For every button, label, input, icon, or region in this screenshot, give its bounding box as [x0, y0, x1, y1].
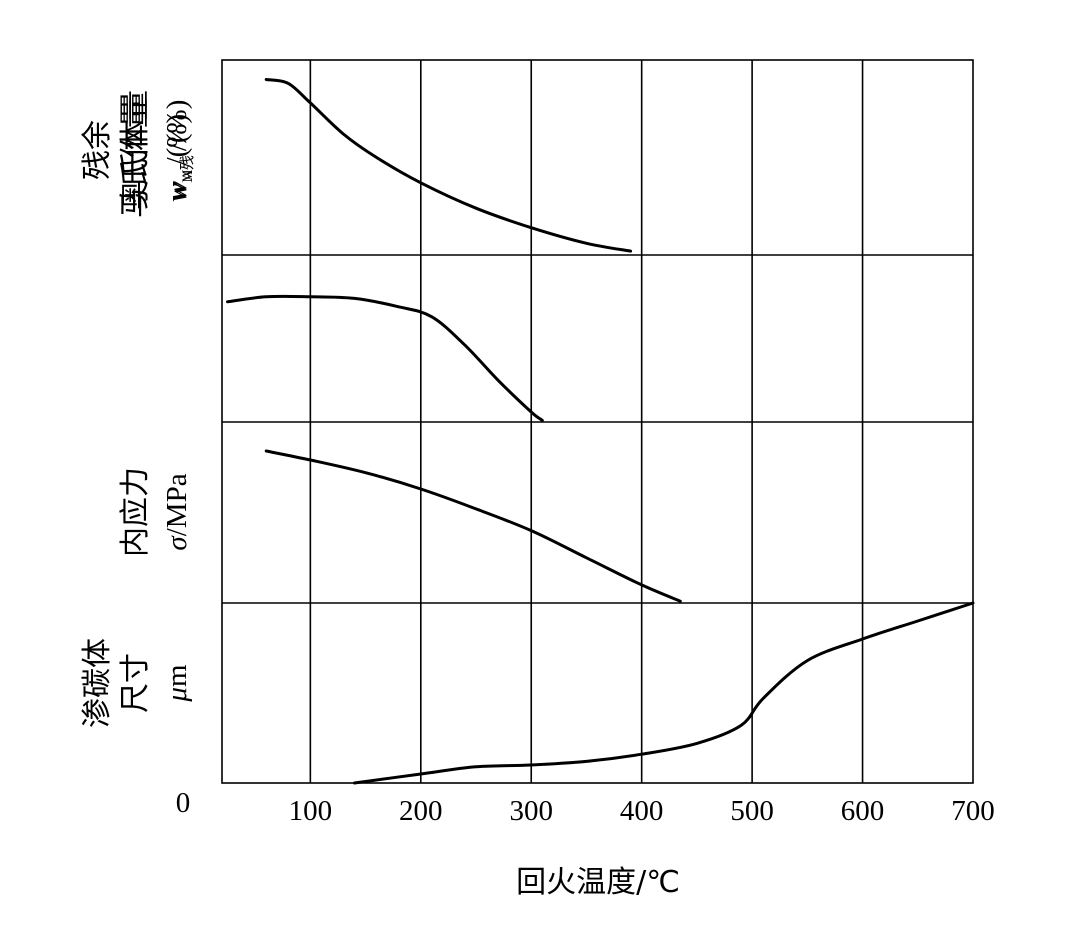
x-tick-label: 600	[841, 795, 885, 827]
ylabel-subscript: A残	[179, 155, 196, 181]
x-tick-label: 200	[399, 795, 443, 827]
retained-austenite-ylabel: 残余 奥氏体量 wA残/(%)	[80, 90, 196, 210]
retained-austenite-curve	[226, 294, 544, 422]
x-tick-label: 300	[509, 795, 553, 827]
ylabel-unit: wA残/(%)	[161, 100, 196, 201]
ylabel-line: 残余	[80, 120, 115, 180]
ylabel-line: 奥氏体量	[118, 90, 153, 210]
carbide-size-curve	[353, 601, 975, 785]
x-axis-title: 回火温度/℃	[516, 865, 680, 900]
ylabel-line: 渗碳体	[80, 638, 115, 728]
ylabel-unit: σ/MPa	[161, 473, 193, 550]
zero-label: 0	[176, 787, 191, 819]
labels: 100 200 300 400 500 600 700 0 马氏体量 wM /(%) 残余 奥氏体量 wA…	[80, 90, 995, 827]
x-tick-label: 500	[730, 795, 774, 827]
carbide-size-ylabel: 渗碳体 尺寸 μm	[80, 638, 193, 728]
internal-stress-ylabel: 内应力 σ/MPa	[118, 467, 193, 557]
ylabel-line: 内应力	[118, 467, 153, 557]
ylabel-symbol: μ	[161, 687, 193, 703]
ylabel-unit-text: /MPa	[161, 473, 193, 536]
ylabel-unit-text: /(%)	[161, 114, 193, 166]
x-tick-label: 400	[620, 795, 664, 827]
curves	[226, 78, 975, 785]
ylabel-symbol: w	[161, 182, 193, 202]
ylabel-symbol: w	[161, 180, 193, 200]
ylabel-unit: wM /(%)	[161, 114, 196, 202]
x-tick-label: 700	[951, 795, 995, 827]
ylabel-line: 尺寸	[118, 653, 153, 713]
ylabel-line: 马氏体量	[118, 98, 153, 218]
ylabel-unit: μm	[161, 664, 193, 703]
internal-stress-curve	[264, 449, 682, 603]
x-tick-label: 100	[289, 795, 333, 827]
ylabel-symbol: σ	[161, 535, 193, 551]
martensite-ylabel: 马氏体量 wM /(%)	[118, 98, 196, 218]
ylabel-unit-text: m	[161, 664, 193, 687]
ylabel-unit-text: /(%)	[161, 100, 193, 152]
ylabel-subscript: M	[180, 169, 196, 182]
martensite-curve	[264, 78, 633, 253]
grid	[221, 59, 974, 784]
